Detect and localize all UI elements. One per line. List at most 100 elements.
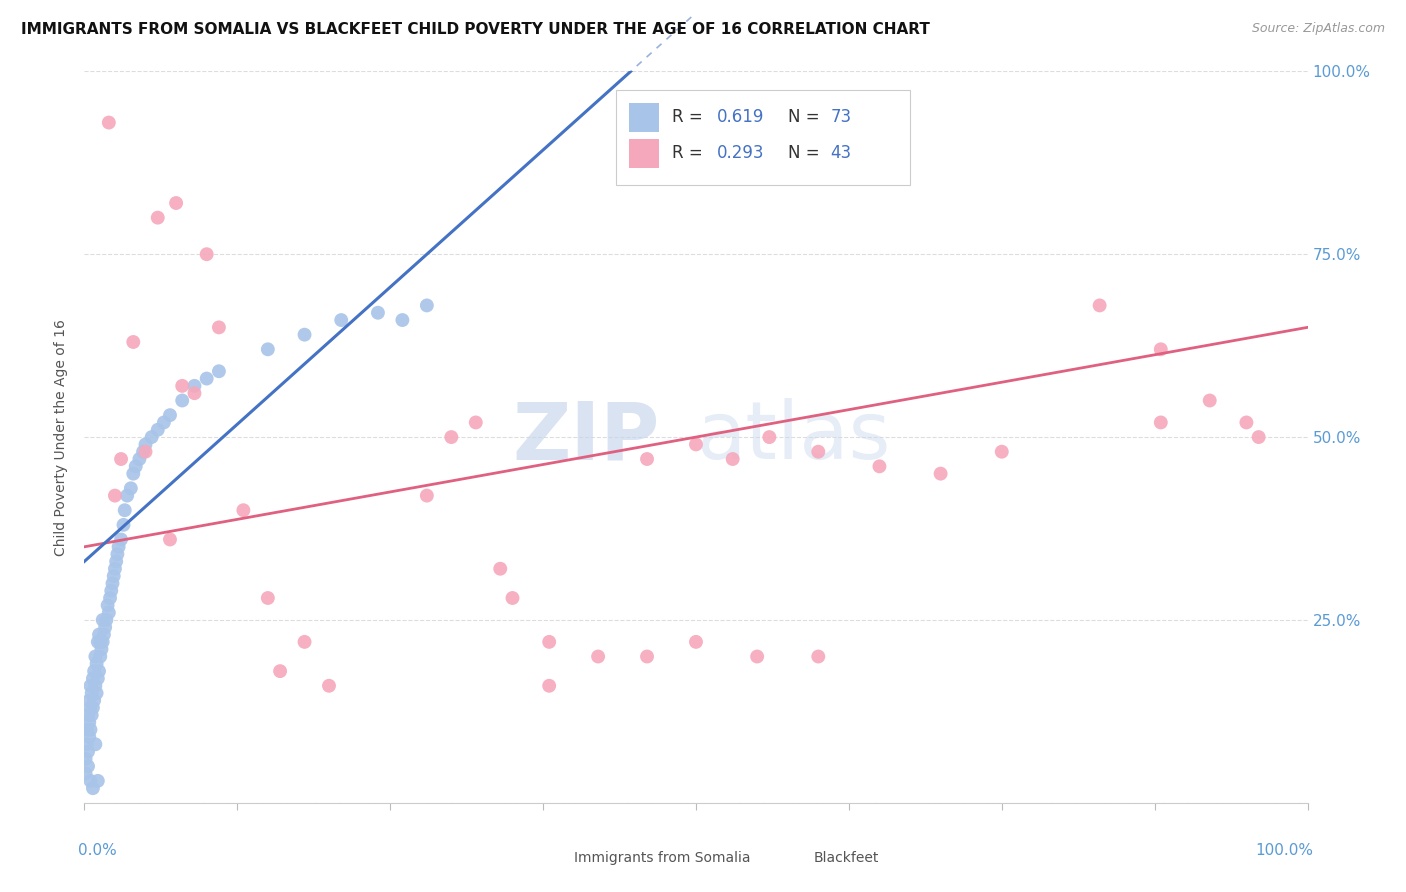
Point bbox=[93, 627, 115, 641]
Point bbox=[1150, 416, 1173, 430]
Point bbox=[87, 627, 110, 641]
Point bbox=[82, 672, 104, 686]
Text: Source: ZipAtlas.com: Source: ZipAtlas.com bbox=[1251, 22, 1385, 36]
Text: 0.0%: 0.0% bbox=[79, 843, 117, 858]
Point bbox=[538, 635, 561, 649]
Text: 43: 43 bbox=[831, 145, 852, 162]
Point bbox=[758, 430, 780, 444]
Point bbox=[1150, 343, 1173, 357]
Point bbox=[83, 693, 105, 707]
Point bbox=[77, 745, 100, 759]
Point bbox=[132, 444, 155, 458]
Point bbox=[76, 737, 98, 751]
Point bbox=[183, 386, 205, 401]
Point bbox=[80, 686, 103, 700]
Text: ZIP: ZIP bbox=[512, 398, 659, 476]
Text: 0.293: 0.293 bbox=[717, 145, 765, 162]
Point bbox=[105, 547, 128, 561]
Point bbox=[685, 437, 707, 451]
Point bbox=[807, 444, 830, 458]
Point bbox=[172, 379, 194, 393]
Point bbox=[97, 115, 120, 129]
Point bbox=[1236, 416, 1258, 430]
Point bbox=[91, 635, 114, 649]
Point bbox=[97, 599, 120, 613]
Point bbox=[83, 664, 105, 678]
Point bbox=[153, 416, 176, 430]
Point bbox=[77, 730, 100, 744]
Point bbox=[464, 416, 486, 430]
Point bbox=[84, 649, 107, 664]
Point bbox=[89, 635, 111, 649]
Point bbox=[440, 430, 463, 444]
Point bbox=[538, 679, 561, 693]
Point bbox=[159, 408, 181, 422]
Point bbox=[79, 723, 101, 737]
Point bbox=[367, 306, 389, 320]
Point bbox=[110, 452, 132, 467]
Point bbox=[416, 298, 439, 312]
Point bbox=[502, 591, 524, 605]
Point bbox=[747, 649, 769, 664]
Point bbox=[636, 649, 658, 664]
Point bbox=[103, 569, 125, 583]
Point bbox=[87, 773, 110, 788]
Point bbox=[125, 459, 148, 474]
Point bbox=[929, 467, 952, 481]
Point bbox=[96, 613, 118, 627]
Point bbox=[77, 708, 100, 723]
Point bbox=[97, 606, 120, 620]
Point bbox=[87, 664, 110, 678]
Point bbox=[100, 583, 122, 598]
Point bbox=[146, 211, 169, 225]
Point bbox=[257, 343, 280, 357]
Text: Blackfeet: Blackfeet bbox=[814, 851, 879, 864]
Point bbox=[269, 664, 291, 678]
Point bbox=[115, 489, 138, 503]
Point bbox=[105, 554, 128, 568]
Point bbox=[135, 437, 157, 451]
Point bbox=[84, 737, 107, 751]
Point bbox=[77, 715, 100, 730]
Point bbox=[76, 723, 98, 737]
Text: N =: N = bbox=[787, 109, 824, 127]
Point bbox=[79, 679, 101, 693]
Point bbox=[208, 320, 231, 334]
Point bbox=[318, 679, 340, 693]
Point bbox=[416, 489, 439, 503]
Point bbox=[391, 313, 413, 327]
Point bbox=[869, 459, 891, 474]
Point bbox=[112, 517, 135, 532]
Point bbox=[1088, 298, 1111, 312]
Point bbox=[82, 700, 104, 714]
FancyBboxPatch shape bbox=[616, 90, 910, 185]
Point bbox=[79, 773, 101, 788]
Point bbox=[122, 467, 145, 481]
Text: 73: 73 bbox=[831, 109, 852, 127]
Point bbox=[165, 196, 187, 211]
Point bbox=[87, 635, 110, 649]
Point bbox=[90, 642, 112, 657]
Point bbox=[89, 649, 111, 664]
Point bbox=[636, 452, 658, 467]
Point bbox=[128, 452, 150, 467]
Point bbox=[86, 657, 108, 671]
Point bbox=[110, 533, 132, 547]
Point bbox=[107, 540, 129, 554]
Point bbox=[79, 700, 101, 714]
Point bbox=[86, 686, 108, 700]
Point bbox=[330, 313, 353, 327]
Point bbox=[294, 327, 316, 342]
Point bbox=[991, 444, 1014, 458]
Point bbox=[84, 679, 107, 693]
Point bbox=[75, 766, 97, 780]
Point bbox=[721, 452, 744, 467]
Point bbox=[101, 576, 124, 591]
FancyBboxPatch shape bbox=[628, 103, 659, 132]
Text: 0.619: 0.619 bbox=[717, 109, 763, 127]
Point bbox=[80, 708, 103, 723]
Point bbox=[257, 591, 280, 605]
Point bbox=[91, 613, 114, 627]
Point bbox=[586, 649, 609, 664]
FancyBboxPatch shape bbox=[537, 847, 568, 869]
